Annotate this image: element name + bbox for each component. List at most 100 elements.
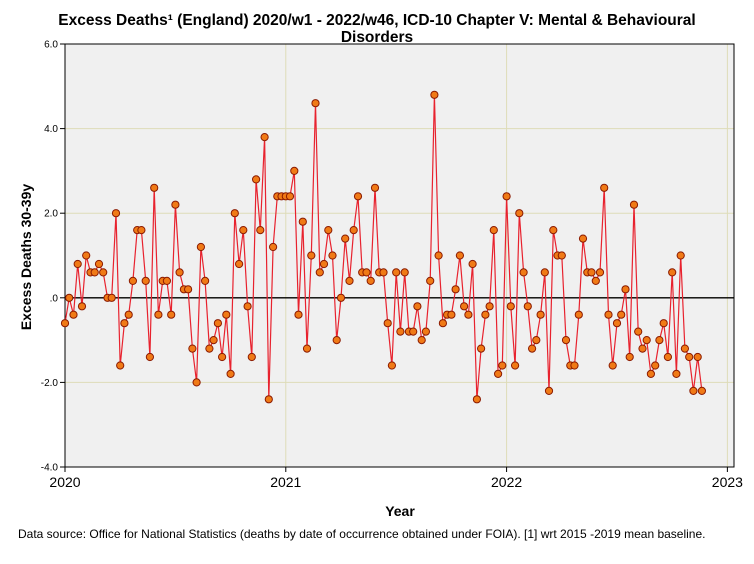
data-point-101 xyxy=(485,302,494,311)
data-point-108 xyxy=(515,209,524,218)
data-point-46 xyxy=(252,175,261,184)
data-point-64 xyxy=(328,251,337,260)
data-point-49 xyxy=(264,395,273,404)
data-point-68 xyxy=(345,276,354,285)
data-point-35 xyxy=(205,344,214,353)
data-point-59 xyxy=(307,251,316,260)
data-point-39 xyxy=(222,310,231,319)
data-point-131 xyxy=(612,319,622,328)
data-point-69 xyxy=(349,226,358,235)
data-point-93 xyxy=(451,285,460,294)
data-point-118 xyxy=(557,251,566,260)
data-point-98 xyxy=(472,395,481,404)
data-point-112 xyxy=(532,336,541,345)
data-point-127 xyxy=(595,268,605,277)
data-point-149 xyxy=(689,386,698,395)
data-point-97 xyxy=(468,259,477,269)
data-point-150 xyxy=(693,352,702,362)
data-point-12 xyxy=(107,293,116,302)
data-point-50 xyxy=(269,242,278,252)
data-point-151 xyxy=(697,386,707,395)
data-point-141 xyxy=(655,336,664,345)
data-point-140 xyxy=(651,361,660,370)
data-point-17 xyxy=(128,276,137,285)
data-point-105 xyxy=(502,192,511,201)
data-point-36 xyxy=(209,336,218,345)
data-point-15 xyxy=(120,319,129,328)
data-point-13 xyxy=(111,209,121,218)
data-point-5 xyxy=(77,302,87,311)
data-point-89 xyxy=(434,251,443,260)
data-point-102 xyxy=(489,226,498,235)
data-point-103 xyxy=(494,369,503,378)
data-point-92 xyxy=(447,310,456,319)
data-point-27 xyxy=(171,200,180,209)
data-point-121 xyxy=(570,361,579,370)
data-point-44 xyxy=(243,302,252,311)
data-point-48 xyxy=(260,133,269,142)
data-point-8 xyxy=(90,268,99,277)
data-point-9 xyxy=(94,259,104,269)
data-point-45 xyxy=(247,352,256,362)
data-point-30 xyxy=(184,285,193,294)
y-tick-label-5: 6.0 xyxy=(44,40,58,51)
data-point-54 xyxy=(285,192,295,201)
data-point-85 xyxy=(417,336,426,345)
data-point-32 xyxy=(192,378,201,387)
data-point-38 xyxy=(218,352,227,362)
x-axis-label: Year xyxy=(385,503,415,519)
data-point-33 xyxy=(196,242,205,252)
data-point-109 xyxy=(519,268,528,277)
chart-title-line-1: Excess Deaths¹ (England) 2020/w1 - 2022/… xyxy=(58,12,696,29)
data-point-130 xyxy=(608,361,617,370)
data-point-31 xyxy=(188,344,197,353)
data-point-90 xyxy=(438,319,447,328)
data-point-115 xyxy=(544,386,554,395)
y-tick-label-1: -2.0 xyxy=(41,378,59,389)
data-point-142 xyxy=(659,319,668,328)
data-point-81 xyxy=(400,268,409,277)
data-point-23 xyxy=(154,310,163,319)
data-point-4 xyxy=(73,259,82,269)
data-point-145 xyxy=(672,369,681,378)
data-point-110 xyxy=(523,302,532,311)
data-point-42 xyxy=(235,259,244,269)
data-point-10 xyxy=(99,268,108,277)
y-tick-label-2: .0 xyxy=(50,293,59,304)
data-point-76 xyxy=(379,268,388,277)
data-point-107 xyxy=(510,361,520,370)
data-point-40 xyxy=(226,369,235,378)
data-point-99 xyxy=(477,344,486,353)
data-point-63 xyxy=(324,226,333,235)
data-point-79 xyxy=(392,268,401,277)
footnote: Data source: Office for National Statist… xyxy=(18,527,706,541)
data-point-72 xyxy=(362,268,371,277)
data-point-58 xyxy=(302,344,312,353)
data-point-113 xyxy=(536,310,545,319)
data-point-135 xyxy=(629,200,639,209)
data-point-47 xyxy=(256,226,265,235)
plot-area xyxy=(65,44,734,467)
data-point-62 xyxy=(319,259,329,269)
data-point-74 xyxy=(370,183,380,192)
data-point-100 xyxy=(481,310,490,319)
data-point-119 xyxy=(561,336,571,345)
data-point-86 xyxy=(421,327,430,336)
y-tick-label-4: 4.0 xyxy=(44,124,58,135)
data-point-146 xyxy=(676,251,685,260)
data-point-126 xyxy=(591,276,600,285)
data-point-77 xyxy=(383,319,392,328)
y-axis-label: Excess Deaths 30-39y xyxy=(18,183,34,331)
data-point-94 xyxy=(455,251,464,260)
data-point-22 xyxy=(150,183,159,192)
data-point-96 xyxy=(464,310,473,319)
data-point-83 xyxy=(409,327,418,336)
data-point-134 xyxy=(625,352,634,362)
data-point-95 xyxy=(460,302,469,311)
data-point-61 xyxy=(315,268,324,277)
data-point-129 xyxy=(604,310,613,319)
data-point-55 xyxy=(290,166,299,175)
data-point-125 xyxy=(587,268,596,277)
data-point-78 xyxy=(387,361,396,370)
data-point-122 xyxy=(574,310,583,319)
